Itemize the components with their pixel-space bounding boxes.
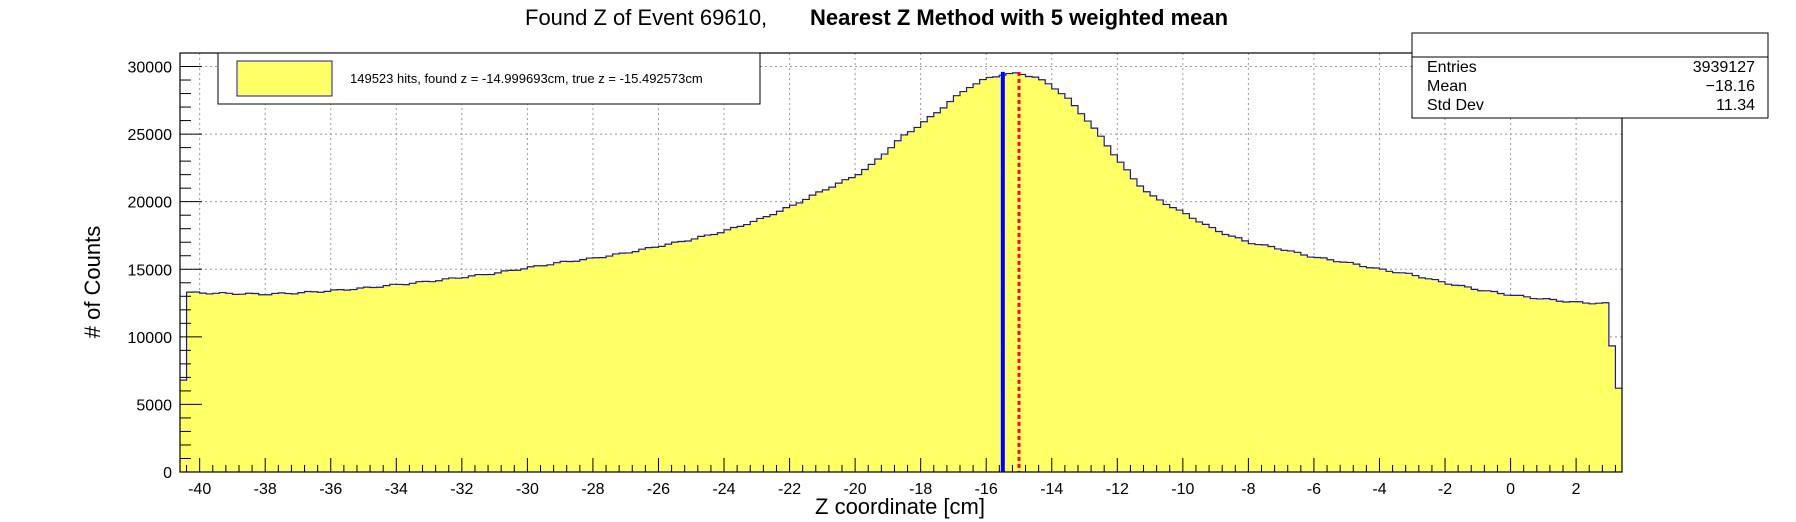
plot-frame: [179, 52, 1623, 473]
axis-ticks: -40 -38 -36 -34 -32 -30 -28 -26 -24 -22 -20 -18 -16-…: [128, 60, 1616, 498]
legend-swatch: [236, 60, 333, 97]
y-tick-label: 0: [163, 465, 172, 482]
x-tick-label: -34: [385, 481, 408, 498]
legend-box: 149523 hits, found z = -14.999693cm, tru…: [217, 52, 761, 105]
x-tick-label: -10: [1171, 481, 1194, 498]
histogram-outline: [180, 72, 1622, 389]
stats-value: 3939127: [1693, 59, 1755, 76]
x-tick-label: -16: [975, 481, 998, 498]
x-tick-label: -22: [778, 481, 801, 498]
x-tick-label: -40: [188, 481, 211, 498]
x-tick-label: -4: [1372, 481, 1386, 498]
y-tick-label: 25000: [128, 127, 173, 144]
x-tick-label: -6: [1307, 481, 1321, 498]
x-tick-label: -28: [581, 481, 604, 498]
x-tick-label: -24: [712, 481, 735, 498]
chart-title-part1: Found Z of Event 69610,: [525, 5, 767, 30]
stats-label: Mean: [1427, 78, 1467, 95]
stats-value: 11.34: [1716, 97, 1755, 114]
x-tick-label: -30: [516, 481, 539, 498]
y-tick-label: 15000: [128, 262, 173, 279]
y-tick-label: 20000: [128, 195, 173, 212]
x-tick-label: -2: [1438, 481, 1452, 498]
x-tick-label: 0: [1506, 481, 1515, 498]
y-tick-label: 30000: [128, 60, 173, 77]
x-tick-label: -8: [1241, 481, 1255, 498]
x-tick-label: -12: [1106, 481, 1129, 498]
x-axis-label: Z coordinate [cm]: [815, 494, 985, 519]
stats-label: Std Dev: [1427, 97, 1484, 114]
x-tick-label: -36: [319, 481, 342, 498]
stats-label: Entries: [1427, 59, 1477, 76]
x-tick-label: -14: [1040, 481, 1063, 498]
x-tick-label: -18: [909, 481, 932, 498]
x-tick-label: -38: [254, 481, 277, 498]
y-axis-label: # of Counts: [80, 226, 105, 339]
x-tick-label: -26: [647, 481, 670, 498]
y-tick-label: 5000: [136, 397, 172, 414]
stats-value: −18.16: [1706, 78, 1755, 95]
x-tick-label: -20: [844, 481, 867, 498]
histogram-fill: [180, 72, 1622, 472]
legend-label: 149523 hits, found z = -14.999693cm, tru…: [350, 71, 703, 86]
chart-title-part2: Nearest Z Method with 5 weighted mean: [810, 5, 1228, 30]
x-tick-label: -32: [450, 481, 473, 498]
x-tick-label: 2: [1572, 481, 1581, 498]
stats-box: Entries 3939127 Mean −18.16 Std Dev 11.34: [1411, 32, 1769, 119]
y-tick-label: 10000: [128, 330, 173, 347]
